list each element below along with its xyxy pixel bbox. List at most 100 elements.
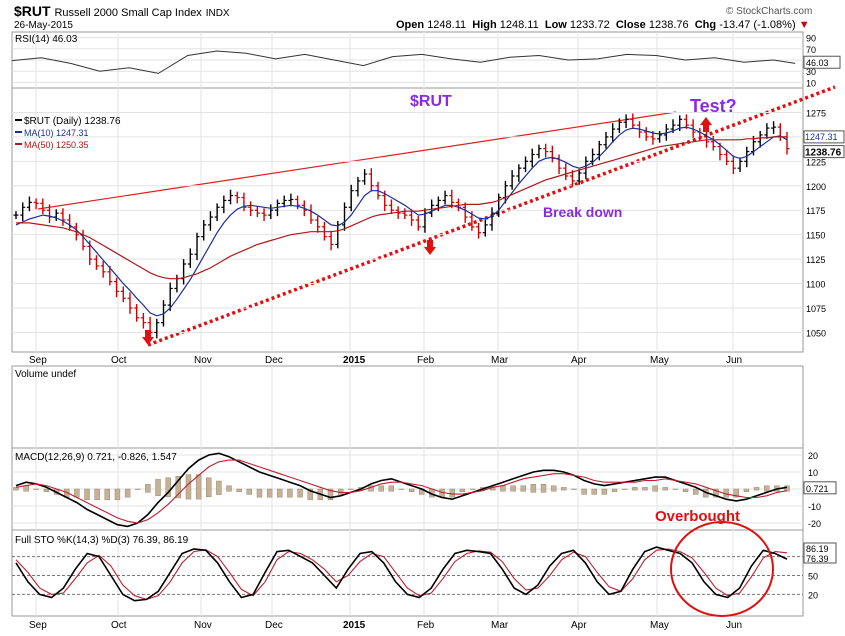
- ma10-line: [15, 126, 788, 317]
- macd-histogram-bar: [784, 485, 790, 492]
- macd-histogram-bar: [287, 488, 293, 498]
- legend-swatch-ma50: [15, 143, 22, 145]
- x-tick-label: Apr: [571, 355, 587, 366]
- macd-histogram-bar: [601, 488, 608, 495]
- macd-histogram-bar: [550, 485, 557, 492]
- macd-histogram-bar: [33, 488, 39, 490]
- chg-value: -13.47 (-1.08%): [719, 19, 796, 31]
- macd-last-value: 0.721: [806, 484, 829, 494]
- price-last-value: 1238.76: [805, 148, 842, 159]
- sto-legend: Full STO %K(14,3) %D(3) 76.39, 86.19: [15, 535, 189, 546]
- x-tick-label: Mar: [491, 355, 509, 366]
- volume-legend: Volume undef: [15, 369, 76, 380]
- macd-histogram-bar: [713, 488, 719, 498]
- macd-histogram-bar: [662, 487, 668, 491]
- macd-histogram-bar: [155, 479, 161, 496]
- macd-histogram-bar: [743, 488, 750, 492]
- x-tick-label: Mar: [491, 620, 509, 631]
- macd-histogram-bar: [206, 477, 212, 498]
- macd-histogram-bar: [764, 485, 770, 492]
- brand-label: © StockCharts.com: [726, 6, 813, 17]
- sto-tick-label: 50: [808, 572, 818, 582]
- rut-annotation: $RUT: [410, 93, 452, 110]
- macd-histogram-bar: [591, 488, 597, 495]
- axis-labels: Sep Sep Oct Oct Nov Nov Dec Dec 2015 2015 Feb Feb Ma…: [15, 355, 742, 631]
- sto-k-last-value: 76.39: [806, 554, 829, 564]
- price-tick-label: 1225: [806, 157, 826, 167]
- macd-histogram-bar: [327, 488, 334, 501]
- macd-histogram-bar: [561, 487, 567, 491]
- macd-histogram-bar: [226, 485, 232, 492]
- chg-label: Chg: [694, 19, 717, 31]
- overbought-circle: [670, 521, 774, 617]
- x-tick-label: Dec: [265, 620, 283, 631]
- close-label: Close: [615, 19, 646, 31]
- price-panel: 1275125012251200117511501125110010751050…: [12, 108, 845, 338]
- macd-histogram-bar: [114, 488, 121, 501]
- price-tick-label: 1100: [806, 280, 825, 290]
- rsi-last-value: 46.03: [806, 58, 829, 68]
- ma50-legend: MA(50) 1250.35: [24, 140, 89, 150]
- macd-tick-label: -10: [808, 502, 821, 512]
- x-tick-label: Feb: [417, 355, 435, 366]
- macd-last-badge: [803, 481, 837, 495]
- macd-histogram-bar: [540, 484, 547, 493]
- macd-histogram-bar: [277, 488, 283, 498]
- macd-histogram-bar: [642, 487, 648, 491]
- macd-histogram-bar: [581, 488, 587, 495]
- price-tick-label: 1125: [806, 255, 825, 265]
- rsi-line: [11, 50, 796, 74]
- macd-histogram-bar: [682, 488, 689, 492]
- upper-trendline: [37, 111, 677, 210]
- price-tick-label: 1200: [806, 182, 826, 192]
- macd-histogram-bar: [43, 488, 50, 492]
- legend-swatch-price: [15, 119, 22, 121]
- x-tick-label: Apr: [571, 620, 587, 631]
- x-tick-label: Nov: [194, 355, 212, 366]
- up-arrow-icon: [424, 240, 436, 255]
- rsi-tick-label: 10: [806, 78, 816, 88]
- macd-histogram-bar: [145, 484, 151, 493]
- overbought-annotation: Overbought: [655, 508, 740, 525]
- macd-histogram-bar: [124, 488, 131, 498]
- sto-d-line: [15, 548, 788, 600]
- macd-histogram-bar: [388, 485, 395, 492]
- macd-histogram-bar: [74, 488, 80, 498]
- ma10-last-value: 1247.31: [805, 132, 838, 142]
- legend-swatch-ma10: [15, 131, 22, 133]
- sto-tick-label: 20: [808, 590, 818, 600]
- macd-histogram-bar: [104, 488, 111, 501]
- macd-histogram-bar: [185, 474, 192, 500]
- breakdown-annotation: Break down: [543, 204, 622, 220]
- macd-histogram-bar: [510, 485, 516, 492]
- low-value: 1233.72: [569, 19, 610, 31]
- price-tick-label: 1075: [806, 304, 826, 314]
- up-arrow-icon: [142, 330, 154, 345]
- exchange: INDX: [205, 8, 230, 19]
- macd-histogram-bar: [500, 485, 506, 492]
- x-tick-label: Feb: [417, 620, 435, 631]
- macd-histogram-bar: [266, 488, 273, 498]
- macd-histogram-bar: [469, 488, 476, 490]
- macd-histogram-bar: [175, 476, 182, 499]
- ma-last-badge: [803, 130, 845, 144]
- macd-histogram-bar: [621, 488, 628, 490]
- x-tick-label: Sep: [29, 620, 47, 631]
- annotations: $RUT Test? Break down Overbought: [142, 93, 774, 617]
- macd-histogram-bar: [348, 488, 354, 490]
- x-tick-label: Oct: [111, 355, 127, 366]
- macd-histogram-bar: [520, 485, 526, 492]
- open-value: 1248.11: [427, 19, 467, 31]
- sto-d-last-value: 86.19: [806, 544, 829, 554]
- price-tick-label: 1175: [806, 206, 825, 216]
- down-arrow-icon: [700, 117, 712, 132]
- macd-histogram-bar: [297, 488, 303, 498]
- macd-histogram-bar: [84, 488, 90, 501]
- macd-histogram-bar: [13, 487, 19, 491]
- macd-histogram-bar: [398, 488, 405, 490]
- symbol-title: $RUT Russell 2000 Small Cap Index INDX: [14, 3, 230, 19]
- macd-histogram-bar: [307, 488, 313, 501]
- x-tick-label: May: [650, 620, 669, 631]
